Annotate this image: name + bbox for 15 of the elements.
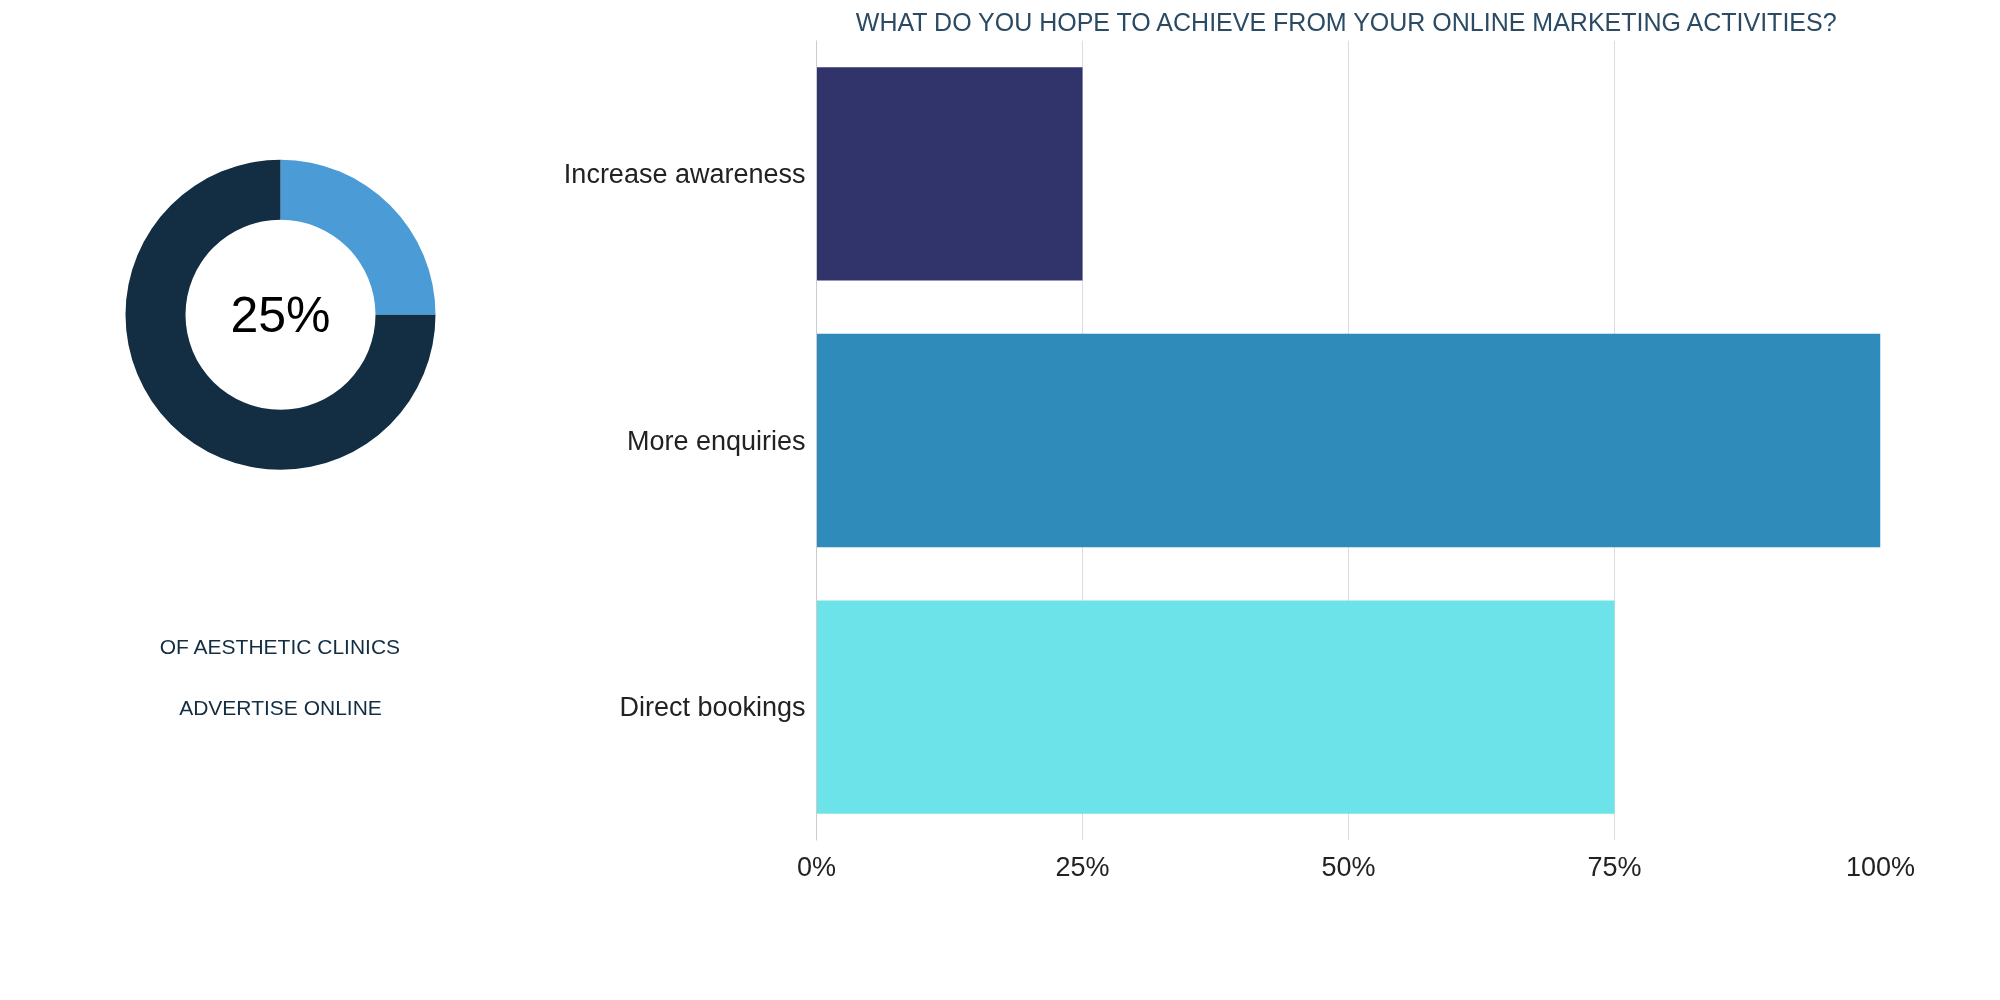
y-tick-label: More enquiries bbox=[626, 425, 806, 456]
x-tick-label: 0% bbox=[796, 851, 837, 882]
text: ADVERTISE ONLINE bbox=[179, 696, 382, 720]
x-tick-label: 25% bbox=[1055, 851, 1110, 882]
bar bbox=[816, 600, 1615, 814]
x-tick-label: 100% bbox=[1845, 851, 1916, 882]
y-tick-label: Direct bookings bbox=[619, 692, 806, 723]
text: OF AESTHETIC CLINICS bbox=[159, 634, 401, 658]
bar bbox=[816, 67, 1083, 281]
y-tick-label: Increase awareness bbox=[563, 158, 806, 189]
x-tick-label: 75% bbox=[1587, 851, 1642, 882]
bar bbox=[816, 333, 1881, 548]
x-tick-label: 50% bbox=[1321, 851, 1376, 882]
chart-title: WHAT DO YOU HOPE TO ACHIEVE FROM YOUR ONLINE MARKETING ACTIVITIES? bbox=[855, 7, 1837, 36]
text: 25% bbox=[230, 286, 331, 343]
